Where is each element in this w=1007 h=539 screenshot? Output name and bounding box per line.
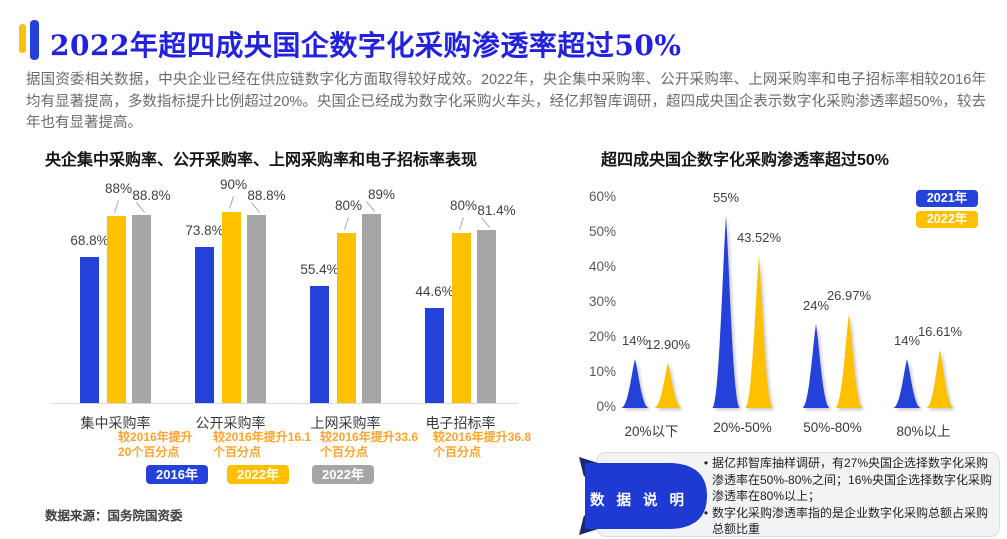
bar-value-label: 88.8% [132, 188, 171, 203]
y-axis-tick-label: 0% [596, 399, 616, 414]
y-axis-tick-label: 20% [588, 329, 616, 344]
data-source-note: 数据来源：国务院国资委 [45, 509, 183, 523]
bar-value-label: 90% [219, 177, 248, 192]
peak-value-label: 14% [621, 333, 649, 348]
peak-2021年-50%-80% [802, 324, 830, 408]
label-leader-line [459, 217, 464, 230]
bar-value-label: 80% [449, 198, 478, 213]
delta-note-line: 较2016年提升 [118, 430, 193, 444]
bar-value-label: 80% [334, 198, 363, 213]
y-axis-tick-label: 30% [588, 294, 616, 309]
note-bullet: • 据亿邦智库抽样调研，有27%央国企选择数字化采购渗透率在50%-80%之间；1… [700, 455, 996, 505]
bar-2016年-集中采购率 [80, 257, 99, 403]
bar-value-label: 81.4% [477, 203, 516, 218]
category-label: 50%-80% [803, 420, 862, 435]
x-axis-line [53, 403, 518, 404]
bullet-dot-icon: • [703, 505, 709, 520]
title-accent-blue-bar [30, 20, 39, 60]
note-bullet-text: 据亿邦智库抽样调研，有27%央国企选择数字化采购渗透率在50%-80%之间；16… [712, 456, 993, 503]
title-accent-yellow-bar [19, 24, 26, 53]
data-note-ribbon [579, 457, 707, 535]
left-chart-title: 央企集中采购率、公开采购率、上网采购率和电子招标率表现 [45, 152, 478, 169]
bar-2022年-上网采购率 [337, 233, 356, 403]
bar-2022年-电子招标率 [452, 233, 471, 403]
delta-note-line: 个百分点 [213, 445, 262, 459]
peak-value-label: 26.97% [826, 287, 872, 303]
data-note-bullets: • 据亿邦智库抽样调研，有27%央国企选择数字化采购渗透率在50%-80%之间；1… [700, 455, 996, 538]
peak-2021年-80%以上 [893, 359, 921, 408]
bullet-dot-icon: • [703, 456, 709, 470]
bar-2022年-公开采购率 [247, 215, 266, 403]
delta-note: 较2016年提升 20个百分点 [118, 430, 193, 460]
note-bullet-text: 数字化采购渗透率指的是企业数字化采购总额占采购总额比重 [712, 505, 989, 537]
y-axis-tick-label: 60% [588, 189, 616, 204]
intro-paragraph: 据国资委相关数据，中央企业已经在供应链数字化方面取得较好成效。2022年，央企集… [26, 72, 986, 131]
delta-note-line: 较2016年提升33.6 [320, 430, 419, 444]
category-label: 20%-50% [713, 420, 772, 435]
bar-2022年-集中采购率 [107, 216, 126, 403]
data-note-ribbon-label: 数 据 说 明 [589, 493, 689, 509]
category-label: 电子招标率 [425, 415, 496, 431]
peak-2022年-80%以上 [926, 349, 954, 408]
peak-value-label: 16.61% [917, 323, 963, 339]
bar-2022年-电子招标率 [477, 230, 496, 403]
delta-note: 较2016年提升33.6 个百分点 [320, 430, 418, 460]
category-label: 上网采购率 [310, 415, 381, 431]
delta-note-line: 较2016年提升36.8 [433, 430, 532, 444]
peak-value-label: 12.90% [645, 336, 691, 352]
legend-chip-2016年: 2016年 [146, 465, 208, 484]
peaks-svg [621, 215, 954, 408]
delta-note-line: 较2016年提升16.1 [213, 430, 312, 444]
peak-2022年-50%-80% [835, 313, 863, 408]
label-leader-line [480, 217, 491, 228]
delta-note: 较2016年提升36.8 个百分点 [433, 430, 531, 460]
y-axis-tick-label: 50% [588, 224, 616, 239]
page-title: 2022年超四成央国企数字化采购渗透率超过50% [50, 29, 682, 62]
peak-chart: 60% 50% 40% 30% 20% 10% 0% 14% 12.90% 20%以下 55% 43.… [580, 180, 1007, 445]
legend-chip-2021年: 2021年 [916, 190, 978, 207]
bar-value-label: 44.6% [415, 284, 454, 299]
peak-2022年-20%-50% [745, 255, 773, 408]
y-axis-tick-label: 40% [588, 259, 616, 274]
bar-2022年-上网采购率 [362, 214, 381, 403]
category-label: 集中采购率 [80, 415, 151, 431]
delta-note-line: 个百分点 [320, 445, 369, 459]
delta-note: 较2016年提升16.1 个百分点 [213, 430, 311, 460]
bar-value-label: 89% [367, 187, 396, 202]
bar-2016年-电子招标率 [425, 308, 444, 403]
bar-value-label: 68.8% [70, 233, 109, 248]
legend-chip-2022年: 2022年 [916, 211, 978, 228]
delta-note-line: 20个百分点 [118, 445, 180, 459]
bar-2022年-公开采购率 [222, 212, 241, 403]
legend-chip-2022年: 2022年 [312, 465, 374, 484]
bar-2022年-集中采购率 [132, 215, 151, 403]
note-bullet: • 数字化采购渗透率指的是企业数字化采购总额占采购总额比重 [700, 505, 996, 538]
peak-2022年-20%以下 [654, 362, 682, 408]
label-leader-line [250, 202, 261, 213]
y-axis-tick-label: 10% [588, 364, 616, 379]
peak-2021年-20%以下 [621, 359, 649, 408]
peak-value-label: 24% [802, 298, 830, 313]
bar-value-label: 88% [104, 181, 133, 196]
category-label: 20%以下 [624, 424, 679, 439]
label-leader-line [344, 217, 349, 230]
right-chart-title: 超四成央国企数字化采购渗透率超过50% [601, 152, 890, 169]
bar-value-label: 55.4% [300, 262, 339, 277]
ribbon-banner-shape [585, 463, 707, 529]
category-label: 公开采购率 [195, 415, 266, 431]
bar-value-label: 88.8% [247, 188, 286, 203]
grouped-bar-chart: 68.8% 88% 88.8% 集中采购率 较2016年提升 20个百分点 73.8% 90%… [45, 175, 545, 490]
peak-value-label: 14% [893, 333, 921, 348]
legend-chip-2022年: 2022年 [227, 465, 289, 484]
label-leader-line [135, 202, 146, 213]
delta-note-line: 个百分点 [433, 445, 482, 459]
bar-value-label: 73.8% [185, 223, 224, 238]
peak-2021年-20%-50% [712, 215, 740, 408]
bar-2016年-公开采购率 [195, 247, 214, 403]
bar-2016年-上网采购率 [310, 286, 329, 403]
category-label: 80%以上 [896, 424, 951, 439]
peak-value-label: 55% [712, 189, 740, 205]
peak-value-label: 43.52% [736, 229, 782, 245]
